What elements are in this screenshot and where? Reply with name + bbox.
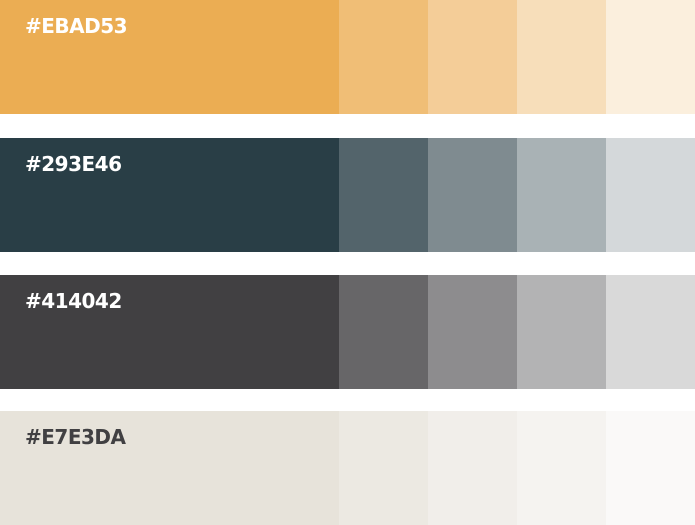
color-hex-label: #EBAD53 — [25, 14, 128, 38]
swatch-tint-4 — [606, 275, 695, 389]
palette-row-414042: #414042 — [0, 275, 695, 389]
color-hex-label: #414042 — [25, 289, 122, 313]
swatch-tint-1 — [339, 0, 428, 114]
palette-row-e7e3da: #E7E3DA — [0, 411, 695, 525]
swatch-tint-3 — [517, 411, 606, 525]
swatch-tint-4 — [606, 138, 695, 252]
swatch-base: #E7E3DA — [0, 411, 339, 525]
color-hex-label: #E7E3DA — [25, 425, 126, 449]
swatch-base: #EBAD53 — [0, 0, 339, 114]
palette-row-ebad53: #EBAD53 — [0, 0, 695, 114]
swatch-tint-2 — [428, 275, 517, 389]
color-hex-label: #293E46 — [25, 152, 122, 176]
swatch-tint-4 — [606, 411, 695, 525]
swatch-tint-3 — [517, 138, 606, 252]
swatch-tint-3 — [517, 275, 606, 389]
swatch-tint-2 — [428, 411, 517, 525]
swatch-tint-2 — [428, 0, 517, 114]
swatch-tint-1 — [339, 138, 428, 252]
swatch-base: #293E46 — [0, 138, 339, 252]
swatch-tint-2 — [428, 138, 517, 252]
swatch-tint-1 — [339, 411, 428, 525]
swatch-tint-1 — [339, 275, 428, 389]
swatch-tint-4 — [606, 0, 695, 114]
palette-row-293e46: #293E46 — [0, 138, 695, 252]
swatch-tint-3 — [517, 0, 606, 114]
swatch-base: #414042 — [0, 275, 339, 389]
